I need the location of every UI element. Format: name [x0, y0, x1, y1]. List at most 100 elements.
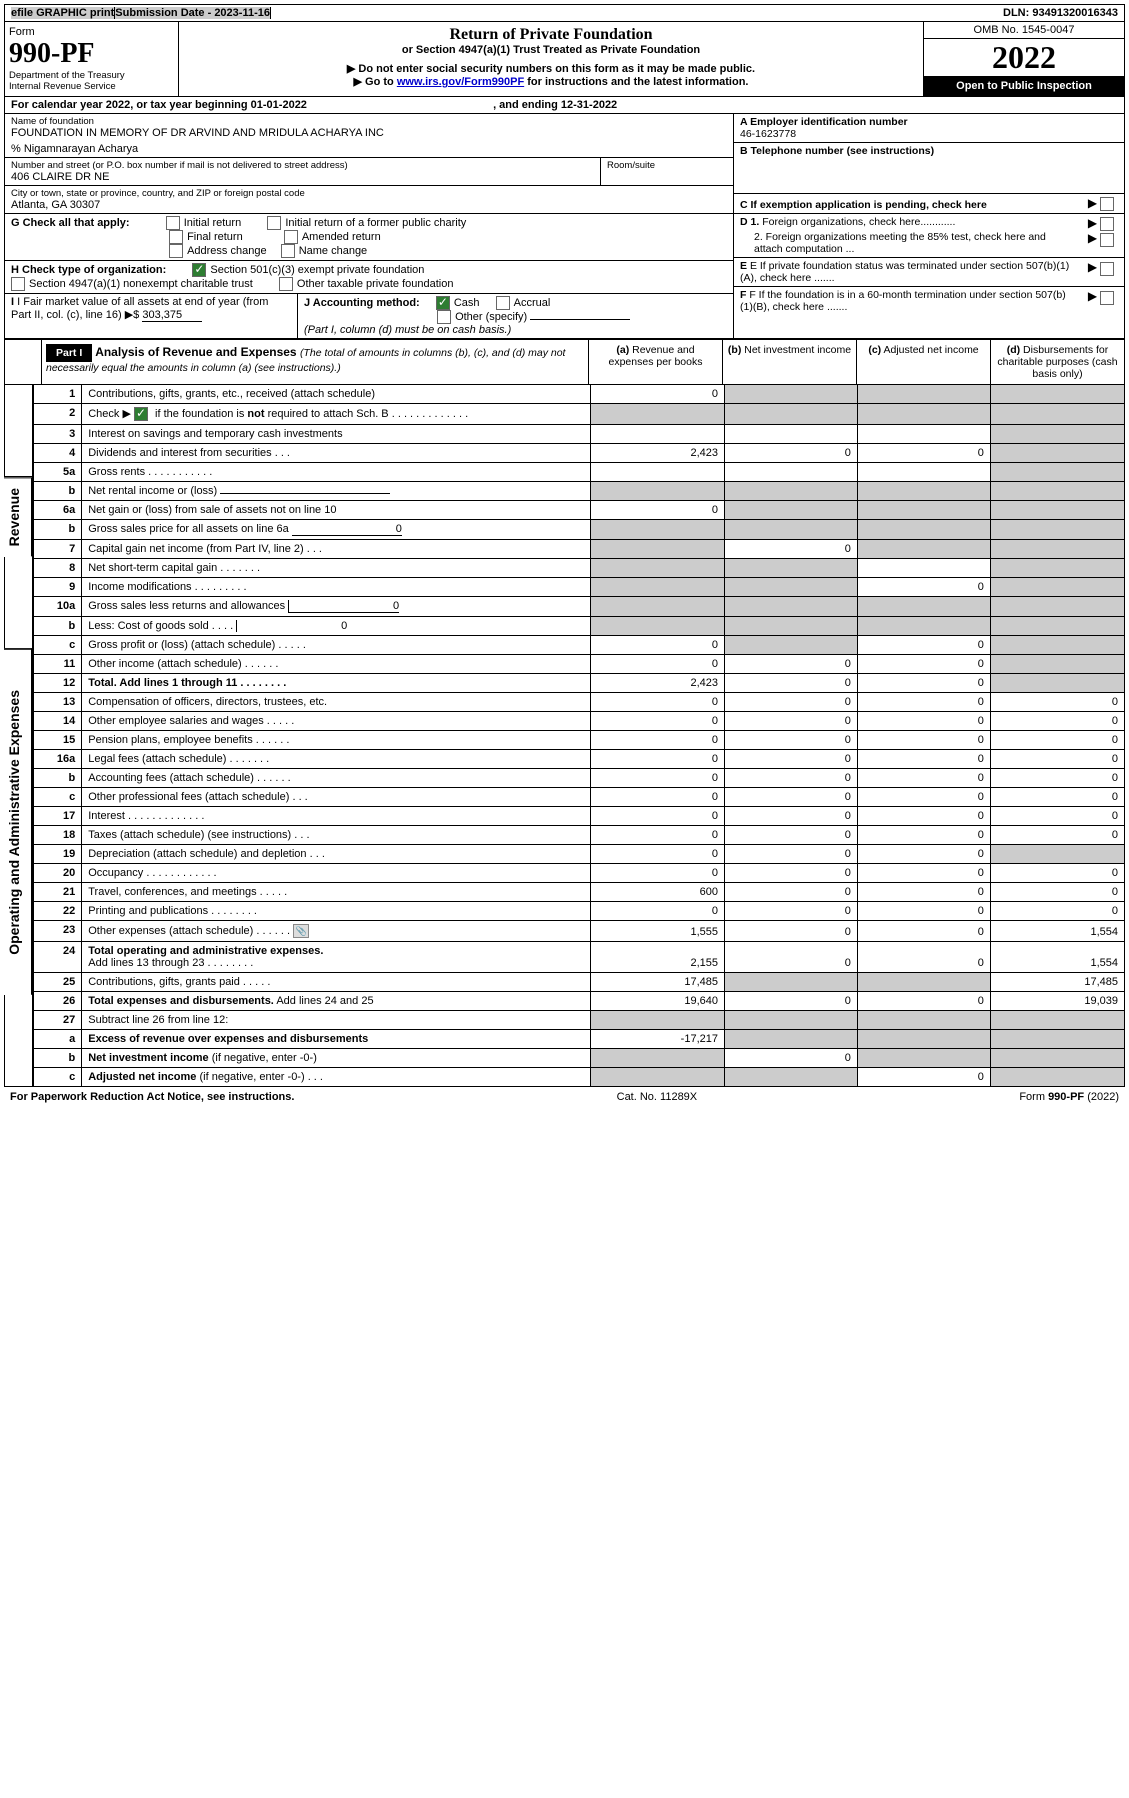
- table-row: bAccounting fees (attach schedule) . . .…: [34, 769, 1125, 788]
- table-row: 7Capital gain net income (from Part IV, …: [34, 540, 1125, 559]
- j-note: (Part I, column (d) must be on cash basi…: [304, 324, 511, 336]
- h-501c3-checkbox[interactable]: [192, 263, 206, 277]
- form-label: Form: [9, 26, 174, 38]
- f-checkbox[interactable]: [1100, 291, 1114, 305]
- table-row: aExcess of revenue over expenses and dis…: [34, 1030, 1125, 1049]
- g-initial-public-checkbox[interactable]: [267, 216, 281, 230]
- j-cash-label: Cash: [454, 297, 480, 309]
- e-label: E If private foundation status was termi…: [740, 260, 1069, 284]
- name-label: Name of foundation: [11, 116, 727, 127]
- table-row: 6aNet gain or (loss) from sale of assets…: [34, 501, 1125, 520]
- i-text: I Fair market value of all assets at end…: [11, 296, 268, 321]
- cat-no: Cat. No. 11289X: [617, 1091, 698, 1103]
- top-bar: efile GRAPHIC print Submission Date - 20…: [4, 4, 1125, 22]
- part1-header: Part I Analysis of Revenue and Expenses …: [4, 339, 1125, 385]
- form-ref: Form 990-PF (2022): [1019, 1091, 1119, 1103]
- table-row: 19Depreciation (attach schedule) and dep…: [34, 845, 1125, 864]
- g-name-checkbox[interactable]: [281, 244, 295, 258]
- h-4947-checkbox[interactable]: [11, 277, 25, 291]
- revenue-label: Revenue: [4, 477, 32, 556]
- dln: DLN: 93491320016343: [997, 5, 1124, 21]
- j-cash-checkbox[interactable]: [436, 296, 450, 310]
- expenses-label: Operating and Administrative Expenses: [4, 649, 32, 995]
- table-row: 4Dividends and interest from securities …: [34, 444, 1125, 463]
- table-row: 5aGross rents . . . . . . . . . . .: [34, 463, 1125, 482]
- g-label: G Check all that apply:: [11, 217, 130, 229]
- f-label: F If the foundation is in a 60-month ter…: [740, 289, 1066, 313]
- table-row: bGross sales price for all assets on lin…: [34, 520, 1125, 540]
- h-other-checkbox[interactable]: [279, 277, 293, 291]
- table-row: cGross profit or (loss) (attach schedule…: [34, 636, 1125, 655]
- d1-label: Foreign organizations, check here.......…: [762, 216, 955, 228]
- j-accrual-checkbox[interactable]: [496, 296, 510, 310]
- page-footer: For Paperwork Reduction Act Notice, see …: [4, 1087, 1125, 1107]
- ein-label: A Employer identification number: [740, 116, 1118, 128]
- col-c-header: (c) Adjusted net income: [857, 340, 991, 384]
- foundation-name: FOUNDATION IN MEMORY OF DR ARVIND AND MR…: [11, 127, 727, 139]
- table-row: 12Total. Add lines 1 through 11 . . . . …: [34, 674, 1125, 693]
- arrow-icon: ▶: [1088, 196, 1097, 210]
- g-name-label: Name change: [299, 245, 368, 257]
- form990pf-link[interactable]: www.irs.gov/Form990PF: [397, 76, 524, 88]
- table-row: bLess: Cost of goods sold . . . . 0: [34, 617, 1125, 636]
- g-final-label: Final return: [187, 231, 243, 243]
- attach-icon[interactable]: 📎: [293, 924, 309, 938]
- g-amended-checkbox[interactable]: [284, 230, 298, 244]
- c-checkbox[interactable]: [1100, 197, 1114, 211]
- i-label: I: [11, 296, 14, 308]
- g-final-checkbox[interactable]: [169, 230, 183, 244]
- city-state-zip: Atlanta, GA 30307: [11, 199, 727, 211]
- table-row: 24Total operating and administrative exp…: [34, 942, 1125, 973]
- paperwork-notice: For Paperwork Reduction Act Notice, see …: [10, 1091, 294, 1103]
- table-row: 17Interest . . . . . . . . . . . . .0000: [34, 807, 1125, 826]
- l2-checkbox[interactable]: [134, 407, 148, 421]
- table-row: cAdjusted net income (if negative, enter…: [34, 1068, 1125, 1087]
- j-accrual-label: Accrual: [514, 297, 551, 309]
- form-number: 990-PF: [9, 38, 174, 70]
- g-initial-label: Initial return: [184, 217, 241, 229]
- table-row: 14Other employee salaries and wages . . …: [34, 712, 1125, 731]
- street-address: 406 CLAIRE DR NE: [11, 171, 594, 183]
- entity-info: Name of foundation FOUNDATION IN MEMORY …: [4, 114, 1125, 339]
- care-of: % Nigamnarayan Acharya: [11, 143, 727, 155]
- part1-table: Revenue Operating and Administrative Exp…: [4, 385, 1125, 1087]
- d2-checkbox[interactable]: [1100, 233, 1114, 247]
- table-row: 23Other expenses (attach schedule) . . .…: [34, 921, 1125, 942]
- ssn-note: ▶ Do not enter social security numbers o…: [183, 62, 919, 75]
- ein-value: 46-1623778: [740, 128, 1118, 140]
- table-row: 16aLegal fees (attach schedule) . . . . …: [34, 750, 1125, 769]
- h-label: H Check type of organization:: [11, 264, 166, 276]
- j-label: J Accounting method:: [304, 297, 420, 309]
- part1-title: Analysis of Revenue and Expenses: [95, 345, 300, 359]
- form-header: Form 990-PF Department of the Treasury I…: [4, 22, 1125, 97]
- goto-note: ▶ Go to www.irs.gov/Form990PF for instru…: [183, 75, 919, 88]
- table-row: 21Travel, conferences, and meetings . . …: [34, 883, 1125, 902]
- h-501c3-label: Section 501(c)(3) exempt private foundat…: [210, 264, 424, 276]
- g-initial-checkbox[interactable]: [166, 216, 180, 230]
- h-other-label: Other taxable private foundation: [297, 278, 454, 290]
- g-address-checkbox[interactable]: [169, 244, 183, 258]
- table-row: cOther professional fees (attach schedul…: [34, 788, 1125, 807]
- part1-label: Part I: [46, 344, 92, 362]
- table-row: 2Check ▶ if the foundation is not requir…: [34, 404, 1125, 425]
- e-checkbox[interactable]: [1100, 262, 1114, 276]
- table-row: 15Pension plans, employee benefits . . .…: [34, 731, 1125, 750]
- form-title: Return of Private Foundation: [183, 26, 919, 44]
- g-amended-label: Amended return: [302, 231, 381, 243]
- table-row: 13Compensation of officers, directors, t…: [34, 693, 1125, 712]
- dept-treasury: Department of the Treasury: [9, 70, 174, 81]
- table-row: bNet investment income (if negative, ent…: [34, 1049, 1125, 1068]
- table-row: bNet rental income or (loss): [34, 482, 1125, 501]
- efile-print-button[interactable]: efile GRAPHIC print: [11, 7, 115, 19]
- table-row: 3Interest on savings and temporary cash …: [34, 425, 1125, 444]
- j-other-checkbox[interactable]: [437, 310, 451, 324]
- table-row: 9Income modifications . . . . . . . . .0: [34, 578, 1125, 597]
- table-row: 18Taxes (attach schedule) (see instructi…: [34, 826, 1125, 845]
- table-row: 20Occupancy . . . . . . . . . . . .0000: [34, 864, 1125, 883]
- city-label: City or town, state or province, country…: [11, 188, 727, 199]
- phone-label: B Telephone number (see instructions): [740, 145, 1118, 157]
- table-row: 1Contributions, gifts, grants, etc., rec…: [34, 385, 1125, 404]
- irs-label: Internal Revenue Service: [9, 81, 174, 92]
- d1-checkbox[interactable]: [1100, 217, 1114, 231]
- h-4947-label: Section 4947(a)(1) nonexempt charitable …: [29, 278, 253, 290]
